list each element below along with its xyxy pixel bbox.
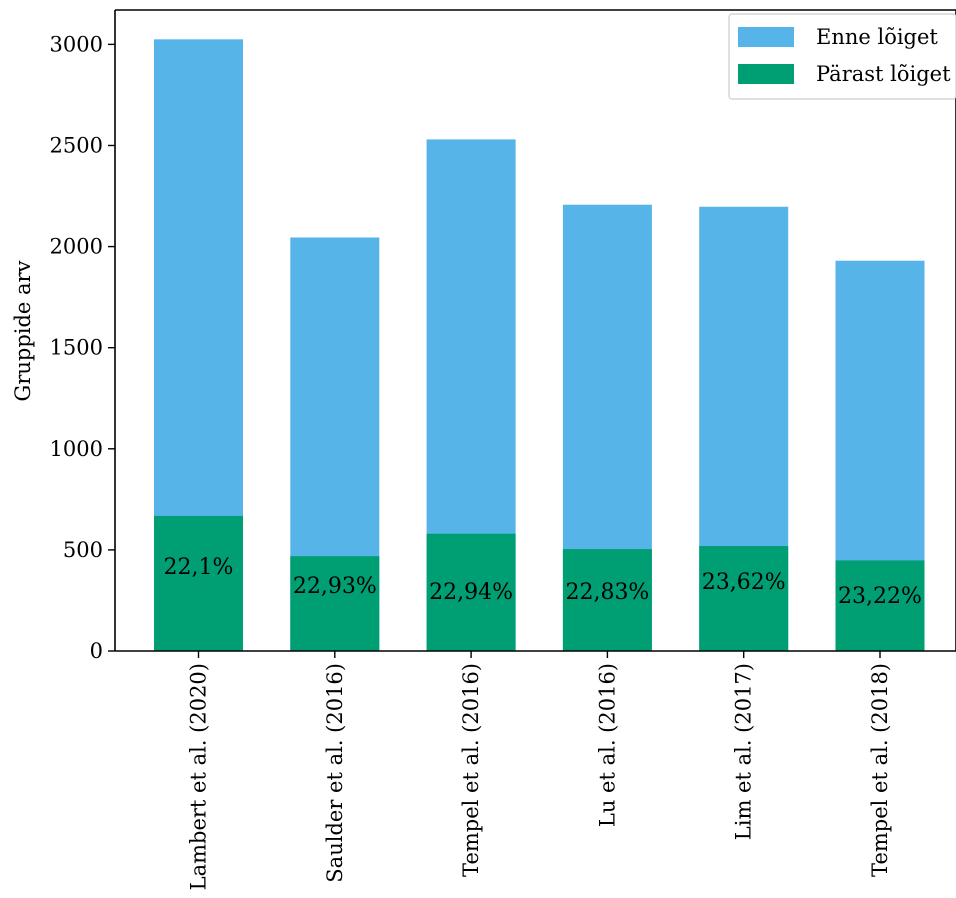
y-tick-label: 1500: [50, 336, 103, 360]
percent-label-4: 23,62%: [702, 570, 786, 595]
legend-label-before-cut: Enne lõiget: [816, 25, 938, 49]
percent-label-1: 22,93%: [293, 574, 377, 599]
bar-after-cut-0: [154, 515, 243, 651]
legend: Enne lõiget Pärast lõiget: [728, 13, 956, 100]
bars-layer: [154, 39, 925, 651]
bar-after-cut-5: [835, 560, 925, 651]
x-tick-label: Lu et al. (2016): [595, 663, 619, 827]
bar-after-cut-3: [562, 549, 652, 651]
legend-swatch-before-cut: [738, 27, 794, 47]
bar-after-cut-2: [426, 533, 516, 651]
y-tick-label: 2500: [50, 133, 103, 157]
x-tick-label: Lambert et al. (2020): [187, 663, 211, 890]
bar-after-cut-1: [290, 556, 380, 651]
legend-label-after-cut: Pärast lõiget: [816, 62, 951, 86]
bar-labels-layer: 22,1% 22,93% 22,94% 22,83% 23,62% 23,22%: [164, 555, 922, 609]
y-axis-title: Gruppide arv: [11, 260, 35, 401]
y-tick-label: 500: [63, 538, 103, 562]
percent-label-2: 22,94%: [429, 580, 513, 605]
x-tick-label: Tempel et al. (2018): [868, 663, 892, 877]
percent-label-3: 22,83%: [565, 580, 649, 605]
percent-label-5: 23,22%: [838, 584, 922, 609]
axes-layer: [114, 9, 956, 652]
y-tick-label: 2000: [50, 235, 103, 259]
x-tick-label: Lim et al. (2017): [732, 663, 756, 840]
x-tick-label: Tempel et al. (2016): [459, 663, 483, 877]
y-tick-label: 3000: [50, 32, 103, 56]
y-tick-label: 1000: [50, 437, 103, 461]
legend-swatch-after-cut: [738, 64, 794, 84]
x-tick-label: Saulder et al. (2016): [323, 663, 347, 883]
percent-label-0: 22,1%: [164, 555, 234, 580]
y-ticks: 0 500 1000 1500 2000 2500 3000: [50, 32, 115, 663]
y-tick-label: 0: [90, 639, 103, 663]
x-ticks: Lambert et al. (2020) Saulder et al. (201…: [187, 651, 892, 890]
bar-after-cut-4: [699, 546, 789, 651]
